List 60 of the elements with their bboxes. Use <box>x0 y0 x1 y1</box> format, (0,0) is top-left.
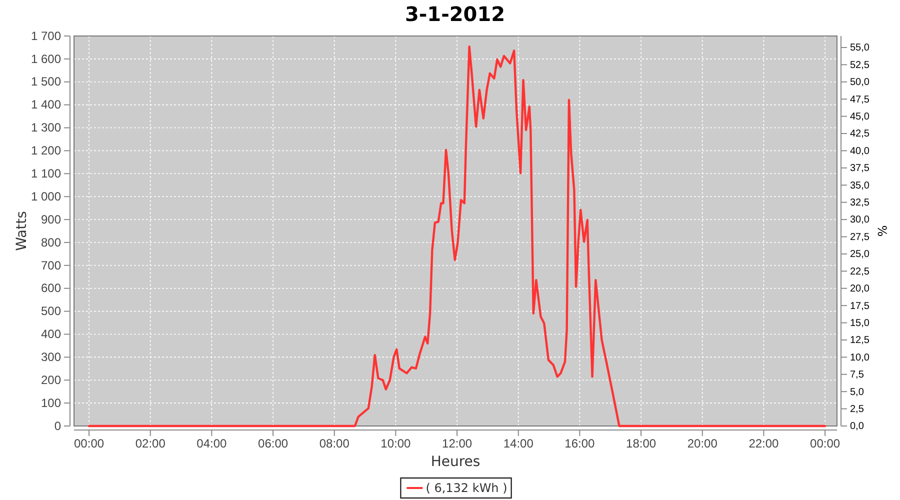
line-series <box>88 45 826 428</box>
y2-axis-title: % <box>875 225 889 237</box>
x-tick-label: 16:00 <box>564 436 596 451</box>
y-tick-label: 0 <box>54 418 62 433</box>
y-tick-label: 400 <box>40 327 62 342</box>
y2-tick-label: 52,5 <box>850 60 870 71</box>
y2-tick-label: 30,0 <box>850 214 870 226</box>
y2-tick-label: 27,5 <box>850 232 870 243</box>
y2-tick-label: 7,5 <box>850 370 864 381</box>
y-tick-label: 700 <box>40 258 62 272</box>
y2-tick-label: 45,0 <box>850 112 870 123</box>
y2-tick-label: 42,5 <box>850 128 870 140</box>
y-tick-label: 200 <box>40 372 62 387</box>
x-tick-label: 02:00 <box>135 436 166 451</box>
y-axis-title: Watts <box>14 211 30 251</box>
y2-tick-label: 32,5 <box>850 198 870 209</box>
x-tick-label: 00:00 <box>74 436 104 451</box>
y-tick-label: 1 000 <box>30 189 62 204</box>
y2-tick-label: 37,5 <box>850 163 870 174</box>
y-tick-label: 500 <box>40 304 62 318</box>
y-tick-label: 300 <box>40 350 62 364</box>
x-tick-label: 20:00 <box>687 436 718 451</box>
y-tick-label: 100 <box>40 396 62 410</box>
x-tick-label: 22:00 <box>748 436 780 451</box>
y2-tick-label: 10,0 <box>850 352 870 364</box>
chart-title: 3-1-2012 <box>404 2 506 26</box>
y-tick-label: 800 <box>40 235 62 250</box>
x-tick-label: 12:00 <box>442 436 472 451</box>
y-tick-label: 1 600 <box>30 52 62 66</box>
y2-tick-label: 22,5 <box>850 266 870 278</box>
y2-tick-label: 0,0 <box>850 421 864 432</box>
y2-tick-label: 15,0 <box>850 318 870 329</box>
y-tick-label: 1 300 <box>30 120 62 135</box>
y-tick-label: 1 400 <box>30 98 62 112</box>
y-tick-label: 1 200 <box>30 144 62 158</box>
legend-label: ( 6,132 kWh ) <box>426 481 508 495</box>
x-tick-label: 04:00 <box>196 436 228 451</box>
y2-tick-label: 35,0 <box>850 180 870 192</box>
y-tick-label: 1 100 <box>30 166 62 180</box>
y-tick-label: 1 700 <box>30 28 62 43</box>
y2-tick-label: 47,5 <box>850 94 870 106</box>
x-axis-title: Heures <box>430 454 480 470</box>
x-tick-label: 08:00 <box>319 436 350 451</box>
y-tick-label: 1 500 <box>30 74 62 89</box>
y-tick-label: 900 <box>40 212 62 226</box>
y2-tick-label: 55,0 <box>850 42 870 54</box>
y2-tick-label: 12,5 <box>850 335 870 346</box>
y2-tick-label: 5,0 <box>850 386 864 398</box>
x-tick-label: 14:00 <box>503 436 534 451</box>
x-tick-label: 00:00 <box>810 436 840 451</box>
y2-tick-label: 50,0 <box>850 77 870 88</box>
y2-tick-label: 2,5 <box>850 404 864 415</box>
y-tick-label: 600 <box>40 281 62 296</box>
x-tick-label: 10:00 <box>380 436 412 451</box>
x-tick-label: 06:00 <box>258 436 288 451</box>
y2-tick-label: 40,0 <box>850 146 870 157</box>
x-tick-label: 18:00 <box>626 436 656 451</box>
y2-tick-label: 25,0 <box>850 249 870 260</box>
y2-tick-label: 17,5 <box>850 300 870 312</box>
y2-tick-label: 20,0 <box>850 284 870 295</box>
